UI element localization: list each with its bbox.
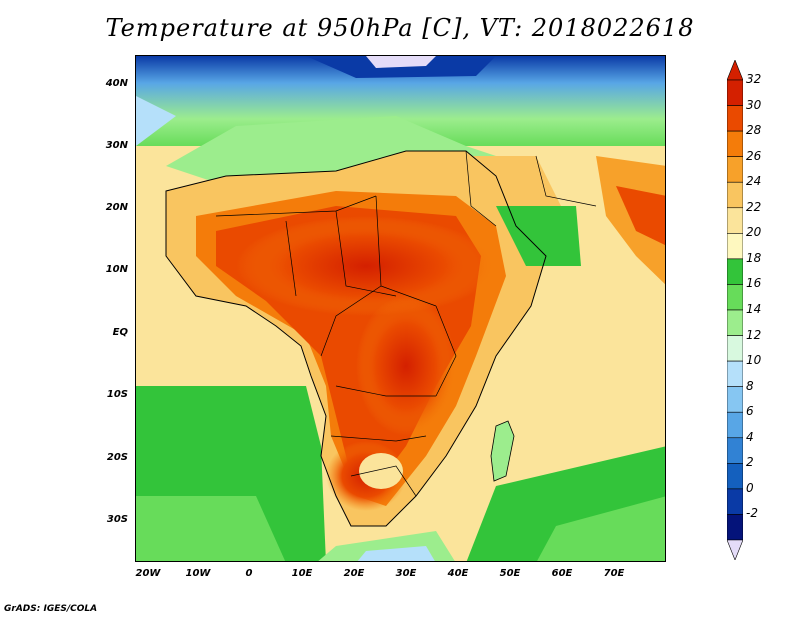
country-borders [215, 150, 597, 497]
temperature-field [136, 56, 665, 561]
colorbar-label: 12 [746, 327, 762, 342]
lon-tick-20w: 20W [135, 568, 161, 579]
lat-tick-10n: 10N [105, 264, 128, 275]
lon-tick-0: 0 [245, 568, 253, 579]
colorbar-label: 14 [746, 302, 762, 316]
lat-tick-eq: EQ [112, 327, 128, 338]
colorbar-label: 8 [746, 378, 754, 393]
colorbar-segment [727, 386, 743, 413]
colorbar-label: 22 [746, 199, 762, 214]
colorbar-segment [727, 79, 743, 106]
colorbar-label: 6 [746, 404, 754, 419]
colorbar-segment [727, 233, 743, 260]
lat-tick-20s: 20S [106, 452, 128, 463]
colorbar-segment [727, 181, 743, 209]
colorbar-segment [727, 488, 743, 515]
lon-tick-10e: 10E [291, 568, 313, 579]
lat-tick-40n: 40N [105, 78, 128, 89]
colorbar-label: 32 [746, 72, 762, 86]
lon-tick-50e: 50E [499, 568, 521, 579]
colorbar-bottom-arrow [727, 539, 743, 560]
colorbar-label: 4 [746, 429, 754, 444]
colorbar-label: 30 [746, 97, 762, 112]
colorbar-segment [727, 360, 743, 387]
lon-tick-10w: 10W [185, 568, 211, 579]
colorbar-label: 2 [746, 455, 754, 470]
colorbar-segment [727, 463, 743, 490]
colorbar-label: 16 [746, 276, 762, 291]
temperature-map [135, 55, 666, 562]
lat-tick-10s: 10S [106, 389, 128, 400]
colorbar-segment [727, 335, 743, 362]
colorbar-label: 18 [746, 250, 762, 265]
colorbar-segment [727, 514, 743, 541]
lon-tick-30e: 30E [395, 568, 417, 579]
colorbar-label: 0 [746, 480, 754, 495]
lat-tick-20n: 20N [105, 202, 128, 213]
madagascar [490, 420, 515, 482]
colorbar-segment [727, 411, 743, 439]
sahel-hotspot [236, 216, 496, 316]
chart-title: Temperature at 950hPa [C], VT: 201802261… [105, 14, 695, 42]
india-region [596, 156, 665, 285]
colorbar-segment [727, 156, 743, 183]
colorbar-label: 26 [746, 148, 762, 163]
lat-tick-30s: 30S [106, 514, 128, 525]
colorbar-label: -2 [746, 506, 758, 521]
lon-tick-70e: 70E [603, 568, 625, 579]
lon-tick-20e: 20E [343, 568, 365, 579]
arabian-sea-green [496, 206, 581, 266]
lon-tick-40e: 40E [447, 568, 469, 579]
footer-credit: GrADS: IGES/COLA [4, 604, 98, 614]
colorbar-segment [727, 130, 743, 157]
lat-tick-30n: 30N [105, 140, 128, 151]
colorbar-label: 28 [746, 123, 762, 138]
lon-tick-60e: 60E [551, 568, 573, 579]
colorbar-segment [727, 309, 743, 336]
colorbar-segment [727, 258, 743, 285]
colorbar-segment [727, 284, 743, 311]
colorbar-top-arrow [727, 60, 743, 81]
colorbar-segment [727, 105, 743, 132]
colorbar-segment [727, 437, 743, 464]
colorbar-label: 10 [746, 353, 762, 368]
colorbar [727, 60, 743, 560]
colorbar-label: 20 [746, 225, 762, 240]
colorbar-label: 24 [746, 174, 762, 189]
colorbar-segment [727, 207, 743, 234]
